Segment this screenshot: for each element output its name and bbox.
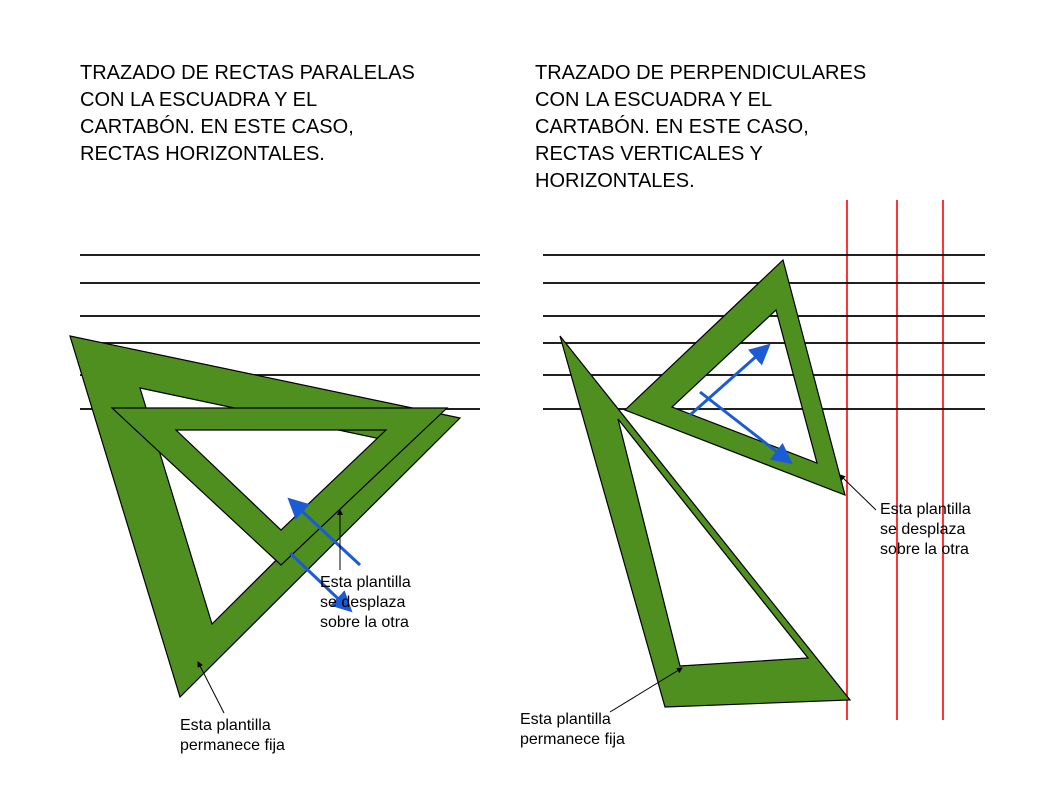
right-annotation-moves: Esta plantilla se desplaza sobre la otra (880, 500, 971, 560)
right-annotation-fixed: Esta plantilla permanece fija (520, 710, 625, 750)
left-annotation-fixed: Esta plantilla permanece fija (180, 716, 285, 756)
left-diagram-title: TRAZADO DE RECTAS PARALELAS CON LA ESCUA… (80, 60, 415, 168)
right-diagram-title: TRAZADO DE PERPENDICULARES CON LA ESCUAD… (535, 60, 866, 195)
left-annotation-moves: Esta plantilla se desplaza sobre la otra (320, 573, 411, 633)
right-vertical-lines (847, 200, 943, 720)
